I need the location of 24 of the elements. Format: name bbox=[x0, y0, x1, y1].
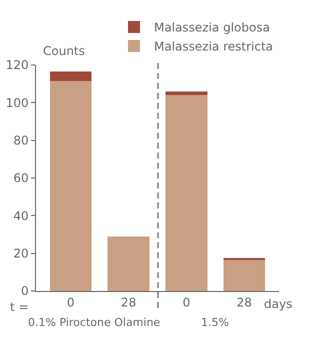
y-tick-label: 0 bbox=[20, 284, 29, 298]
y-tick-label: 80 bbox=[13, 134, 29, 148]
text: days bbox=[264, 297, 292, 311]
bar bbox=[50, 81, 92, 291]
y-tick-label: 40 bbox=[13, 208, 29, 223]
x-tick-label: 0 bbox=[66, 295, 75, 310]
bar bbox=[223, 260, 266, 291]
legend-label: Malassezia restricta bbox=[154, 40, 274, 54]
x-tick-label: 0 bbox=[182, 295, 190, 310]
text: t = bbox=[10, 300, 29, 314]
y-tick-label: 60 bbox=[13, 171, 29, 186]
y-axis-title: Counts bbox=[43, 44, 85, 58]
text: 0.1% Piroctone Olamine bbox=[28, 316, 160, 329]
text: 1.5% bbox=[201, 316, 229, 329]
y-tick-label: 100 bbox=[6, 96, 29, 110]
x-tick-label: 28 bbox=[236, 295, 252, 310]
y-tick-label: 20 bbox=[13, 246, 29, 261]
x-tick-label: 28 bbox=[120, 295, 136, 310]
bar bbox=[166, 95, 208, 291]
bar bbox=[108, 236, 150, 291]
legend-label: Malassezia globosa bbox=[154, 20, 270, 35]
y-tick-label: 120 bbox=[6, 58, 29, 72]
bar bbox=[50, 72, 92, 82]
bar bbox=[166, 91, 208, 96]
